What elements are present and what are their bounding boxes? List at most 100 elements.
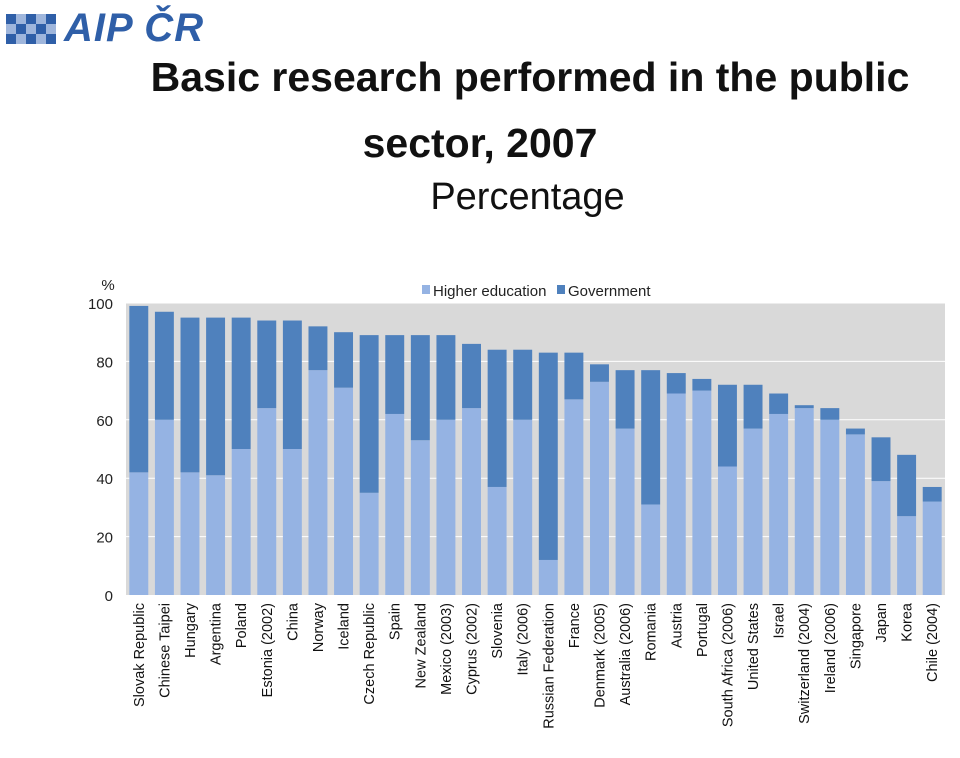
x-category-label: Portugal — [695, 603, 711, 657]
x-category-label: Czech Republic — [362, 603, 378, 705]
bar-higher-education — [692, 390, 712, 595]
x-category-label: Slovenia — [490, 602, 506, 659]
x-category-label: Ireland (2006) — [823, 603, 839, 693]
bar-higher-education — [180, 472, 200, 595]
bar-government — [666, 373, 686, 394]
bar-government — [743, 384, 763, 429]
x-category-label: Austria — [669, 602, 685, 648]
bar-higher-education — [615, 428, 635, 595]
page-title-line2: sector, 2007 — [362, 120, 598, 166]
bar-higher-education — [897, 516, 917, 595]
x-category-label: Russian Federation — [541, 603, 557, 729]
bar-higher-education — [334, 387, 354, 595]
x-category-label: United States — [746, 603, 762, 690]
bar-higher-education — [641, 504, 661, 595]
bar-government — [590, 364, 609, 382]
x-category-label: South Africa (2006) — [720, 603, 736, 727]
bar-higher-education — [717, 466, 737, 595]
y-tick-label: 80 — [96, 354, 113, 371]
x-category-label: Spain — [388, 603, 404, 640]
x-category-label: China — [285, 602, 301, 641]
bar-higher-education — [129, 472, 149, 595]
y-tick-label: 40 — [96, 471, 113, 488]
bar-government — [206, 317, 226, 476]
bar-higher-education — [743, 428, 763, 595]
bar-higher-education — [538, 559, 558, 595]
bar-higher-education — [359, 492, 379, 595]
checker-logo-icon — [6, 14, 56, 44]
bar-government — [538, 352, 558, 560]
bar-government — [871, 437, 891, 482]
bar-government — [410, 335, 430, 441]
bar-higher-education — [820, 419, 840, 595]
logo: AIP ČR — [2, 4, 232, 50]
x-category-label: Chile (2004) — [925, 603, 941, 682]
x-category-label: Singapore — [848, 603, 864, 669]
bar-government — [359, 335, 379, 493]
bar-government — [154, 311, 174, 420]
legend-label: Government — [568, 283, 651, 300]
logo-text: AIP ČR — [64, 6, 205, 50]
x-category-label: Mexico (2003) — [439, 603, 455, 695]
x-category-label: Hungary — [183, 602, 199, 658]
bar-higher-education — [513, 419, 533, 595]
bar-higher-education — [385, 413, 405, 595]
x-category-label: Switzerland (2004) — [797, 603, 813, 724]
bar-government — [769, 393, 789, 414]
bar-government — [513, 349, 533, 420]
bar-higher-education — [794, 408, 814, 595]
legend-swatch — [557, 285, 565, 294]
bar-government — [717, 384, 737, 467]
page-subtitle: Percentage — [430, 176, 625, 218]
x-category-label: Cyprus (2002) — [465, 603, 481, 695]
x-category-label: France — [567, 603, 583, 648]
x-category-label: Norway — [311, 602, 327, 652]
bar-higher-education — [436, 419, 456, 595]
bar-government — [845, 428, 865, 435]
bar-government — [820, 408, 840, 420]
bar-higher-education — [308, 370, 328, 595]
bar-government — [487, 349, 507, 487]
y-tick-label: 60 — [96, 413, 113, 430]
bar-government — [564, 352, 584, 400]
bar-government — [692, 378, 712, 391]
x-category-label: Japan — [874, 603, 890, 643]
y-unit-label: % — [101, 277, 114, 294]
bar-government — [641, 370, 661, 505]
page-title-line1: Basic research performed in the public — [150, 54, 910, 100]
bar-government — [180, 317, 200, 473]
bar-government — [334, 332, 354, 388]
bar-higher-education — [769, 413, 789, 595]
y-tick-label: 0 — [105, 588, 113, 605]
bar-government — [436, 335, 456, 420]
bar-higher-education — [231, 449, 251, 595]
bar-government — [615, 370, 635, 429]
bar-higher-education — [206, 475, 226, 595]
bar-government — [462, 343, 481, 409]
x-category-label: Poland — [234, 603, 250, 648]
x-category-label: Slovak Republic — [132, 603, 148, 707]
bar-government — [282, 320, 302, 449]
bar-higher-education — [410, 440, 430, 595]
x-category-label: Israel — [772, 603, 788, 638]
bar-government — [385, 335, 405, 414]
bar-higher-education — [922, 501, 942, 595]
y-tick-label: 20 — [96, 530, 113, 547]
x-category-label: Iceland — [337, 603, 353, 650]
bar-higher-education — [462, 408, 481, 595]
bar-government — [257, 320, 277, 409]
bar-higher-education — [564, 399, 584, 595]
x-category-label: Australia (2006) — [618, 603, 634, 705]
x-category-label: Chinese Taipei — [157, 603, 173, 698]
x-category-label: Korea — [900, 602, 916, 642]
x-category-label: Italy (2006) — [516, 603, 532, 676]
x-category-label: Argentina — [209, 602, 225, 665]
bar-government — [231, 317, 251, 449]
y-tick-label: 100 — [88, 296, 113, 313]
x-category-label: Romania — [644, 602, 660, 661]
bar-government — [897, 454, 917, 517]
bar-higher-education — [282, 449, 302, 595]
bar-higher-education — [590, 381, 609, 595]
x-category-label: New Zealand — [413, 603, 429, 688]
